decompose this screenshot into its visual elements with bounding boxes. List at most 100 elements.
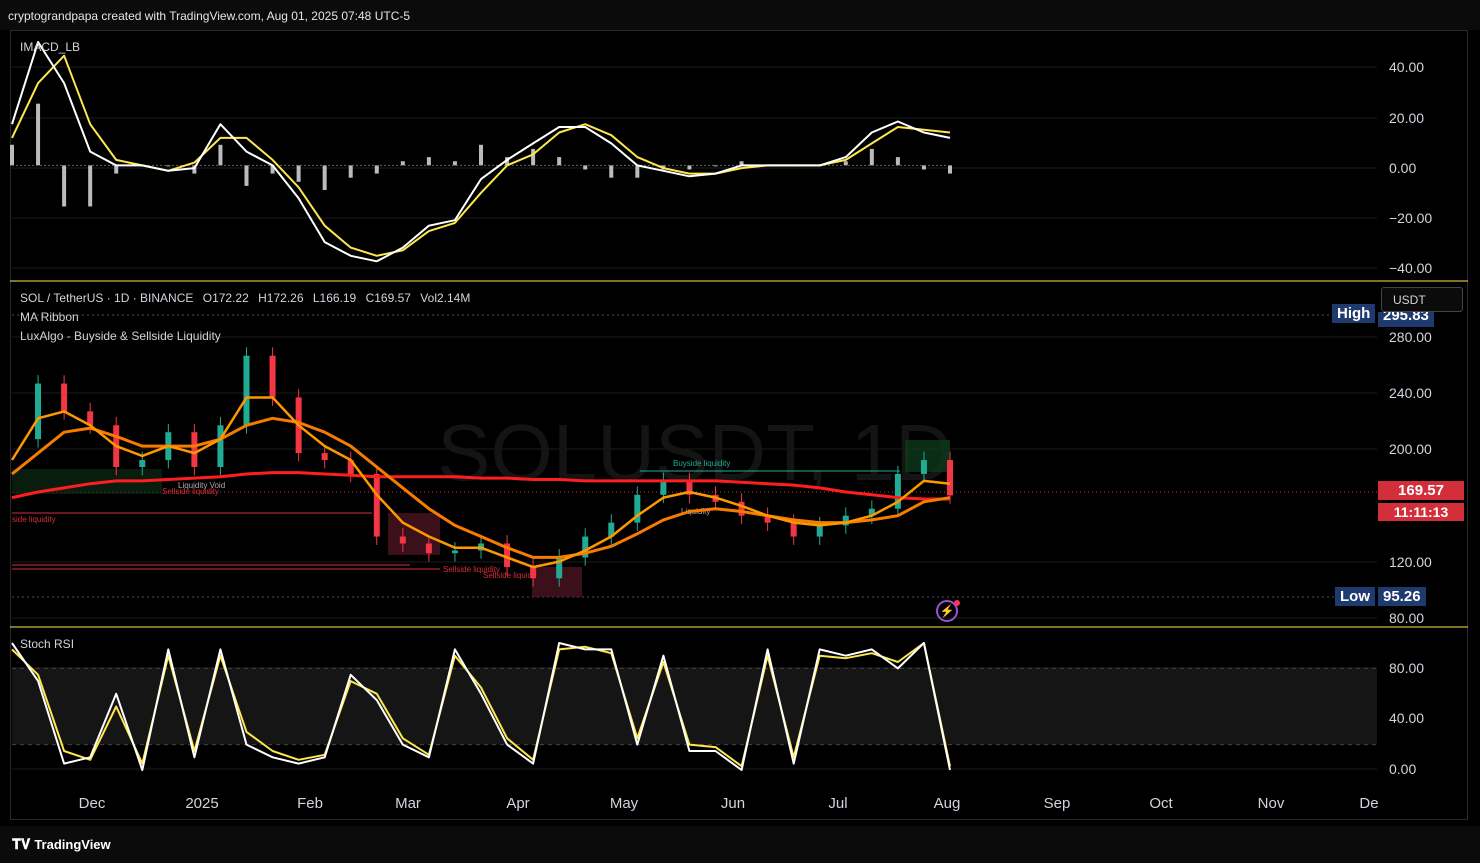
y-axis-tick-label: 0.00 [1389,160,1416,176]
macd-histogram-bar [192,165,197,174]
y-axis-tick-label: 280.00 [1389,329,1432,345]
price-candle-body [947,460,953,496]
y-axis-tick-label: 20.00 [1389,110,1424,126]
symbol-line: SOL / TetherUS · 1D · BINANCE [20,291,194,305]
macd-histogram-bar [426,157,431,166]
macd-histogram-bar [36,103,41,166]
price-candle-body [738,501,745,516]
macd-histogram-bar [322,165,327,191]
macd-histogram-bar [583,165,588,170]
annotation-sellside: Sellside liquidity [443,565,500,574]
low-label: Low [1335,587,1375,606]
price-candle-body [842,515,849,526]
watermark: SOLUSDT, 1D [437,408,953,497]
annotation-sellside: Sellside liquidi [483,571,534,580]
price-candle-body [660,480,667,495]
stoch-d-line [11,642,951,768]
x-axis-tick-label: Dec [79,795,106,812]
macd-histogram-bar [843,161,848,166]
macd-histogram-bar [296,165,301,182]
ma-long-line [11,471,950,501]
macd-histogram-bar [400,161,405,166]
macd-histogram-bar [921,165,926,170]
buyside-zone [905,440,950,472]
macd-histogram-bar [10,144,14,166]
price-candle-body [139,460,146,467]
last-price-tag: 169.57 [1378,481,1464,500]
x-axis-tick-label: Feb [297,795,323,812]
y-axis-tick-label: 40.00 [1389,710,1424,726]
price-candle-body [451,550,458,554]
stoch-title: Stoch RSI [20,637,75,651]
tradingview-logo-icon: 𝐓𝐕 [12,836,31,852]
x-axis-tick-label: Sep [1044,795,1071,812]
macd-histogram-bar [687,165,692,170]
macd-histogram-bar [948,165,952,174]
x-axis-tick-label: Apr [506,795,529,812]
symbol-info: SOL / TetherUS · 1D · BINANCE O172.22 H1… [20,291,470,305]
attribution-text: cryptograndpapa created with TradingView… [8,9,411,23]
ohlc-low: L166.19 [312,291,357,305]
footer: 𝐓𝐕 TradingView [0,826,1480,863]
indicator-ma-ribbon[interactable]: MA Ribbon [20,310,79,324]
ohlc-close: C169.57 [365,291,411,305]
macd-histogram-bar [609,165,614,178]
alert-bolt-icon[interactable]: ⚡ [936,600,958,622]
macd-histogram-bar [479,144,483,166]
price-candle-body [87,411,94,426]
stoch-band [12,668,1377,745]
price-candle-body [894,473,901,509]
x-axis-tick-label: De [1359,795,1378,812]
macd-histogram-bar [505,157,510,166]
tradingview-logo[interactable]: 𝐓𝐕 TradingView [12,836,111,853]
annotation-buyside: Buyside liquidity [673,459,730,468]
x-axis-tick-label: Oct [1149,795,1173,812]
x-axis-tick-label: May [610,795,639,812]
x-axis-tick-label: 2025 [185,795,218,812]
macd-histogram-bar [635,165,640,178]
y-axis-tick-label: 240.00 [1389,385,1432,401]
macd-histogram-bar [557,157,562,166]
x-axis-tick-label: Jul [828,795,847,812]
price-candle-body [243,355,250,426]
macd-line [11,41,951,263]
price-candle-body [816,525,823,537]
price-candle-body [347,460,354,474]
price-candle-body [504,543,511,568]
price-candle-body [764,515,771,523]
y-axis-tick-label: 120.00 [1389,554,1432,570]
macd-histogram-bar [739,161,744,166]
price-candle-body [790,522,797,537]
macd-histogram-bar [531,148,536,166]
y-axis-tick-label: 80.00 [1389,660,1424,676]
price-candle-body [217,425,224,467]
high-label: High [1332,304,1376,323]
currency-button[interactable]: USDT [1381,287,1463,312]
y-axis-tick-label: 200.00 [1389,441,1432,457]
notification-dot [954,600,960,606]
x-axis-tick-label: Aug [934,795,961,812]
tradingview-brand: TradingView [34,837,111,852]
macd-histogram-bar [348,165,353,178]
annotation-sellside: Sellside liquidity [162,487,219,496]
y-axis-tick-label: 0.00 [1389,761,1416,777]
macd-histogram-bar [244,165,249,186]
macd-histogram-bar [270,165,275,174]
macd-histogram-bar [869,148,874,166]
x-axis-tick-label: Nov [1258,795,1285,812]
stoch-k-line [11,642,951,771]
indicator-luxalgo[interactable]: LuxAlgo - Buyside & Sellside Liquidity [20,329,221,343]
low-value: 95.26 [1378,587,1426,606]
ohlc-high: H172.26 [258,291,304,305]
macd-histogram-bar [62,165,67,207]
macd-histogram-bar [218,144,223,166]
sellside-zone [388,513,440,555]
price-candle-body [556,557,563,579]
x-axis-tick-label: Jun [721,795,745,812]
price-candle-body [399,536,406,544]
attribution-header: cryptograndpapa created with TradingView… [0,0,1480,30]
price-candle-body [868,508,875,516]
x-axis-tick-label: Mar [395,795,421,812]
countdown-tag: 11:11:13 [1378,503,1464,521]
